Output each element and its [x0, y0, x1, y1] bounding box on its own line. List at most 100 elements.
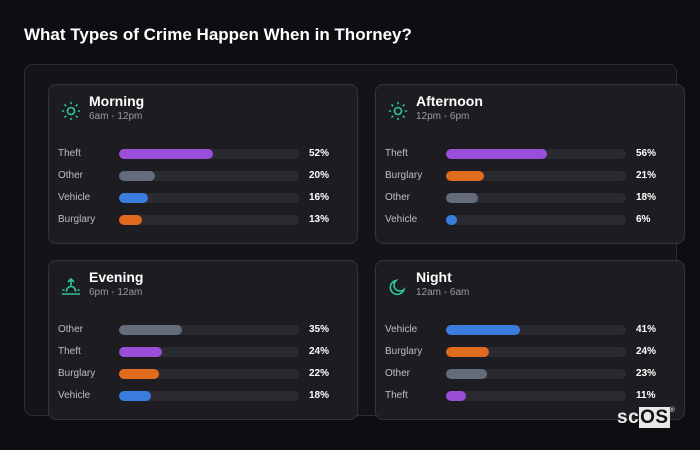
- bar-row: Burglary 22%: [49, 367, 357, 381]
- bar-row: Theft 24%: [49, 345, 357, 359]
- bar-track: [119, 391, 299, 401]
- bar-row: Other 23%: [376, 367, 684, 381]
- bar-track: [446, 149, 626, 159]
- bar-value: 11%: [636, 390, 656, 401]
- bar-value: 41%: [636, 324, 657, 335]
- bar-label: Vehicle: [58, 192, 91, 203]
- bar-track: [446, 391, 626, 401]
- sun-icon: [388, 101, 408, 121]
- bar-theft: [446, 149, 547, 159]
- bar-label: Vehicle: [58, 390, 91, 401]
- sun-icon: [61, 101, 81, 121]
- bar-value: 56%: [636, 148, 657, 159]
- bar-label: Burglary: [385, 346, 423, 357]
- bar-row: Other 35%: [49, 323, 357, 337]
- card-time-range: 12pm - 6pm: [416, 111, 470, 122]
- bar-other: [119, 325, 182, 335]
- logo-text-boxed: OS: [639, 407, 670, 428]
- bar-vehicle: [446, 325, 520, 335]
- bar-row: Burglary 13%: [49, 213, 357, 227]
- card-title: Night: [416, 269, 452, 285]
- bar-value: 23%: [636, 368, 657, 379]
- bar-vehicle: [119, 193, 148, 203]
- bar-row: Vehicle 41%: [376, 323, 684, 337]
- card-time-range: 6am - 12pm: [89, 111, 143, 122]
- bar-track: [119, 215, 299, 225]
- bar-value: 16%: [309, 192, 330, 203]
- bar-value: 52%: [309, 148, 330, 159]
- bar-burglary: [119, 369, 159, 379]
- bar-value: 24%: [636, 346, 657, 357]
- card-title: Morning: [89, 93, 145, 109]
- bar-label: Burglary: [385, 170, 423, 181]
- bar-row: Other 20%: [49, 169, 357, 183]
- card-night: Night 12am - 6am Vehicle 41% Burglary 24…: [375, 260, 685, 420]
- bar-other: [446, 193, 479, 203]
- card-afternoon: Afternoon 12pm - 6pm Theft 56% Burglary …: [375, 84, 685, 244]
- logo-text: sc: [617, 407, 640, 428]
- bar-value: 22%: [309, 368, 330, 379]
- bar-value: 35%: [309, 324, 330, 335]
- bar-track: [446, 215, 626, 225]
- bar-label: Other: [385, 192, 411, 203]
- bar-value: 21%: [636, 170, 657, 181]
- bar-burglary: [119, 215, 143, 225]
- bar-label: Theft: [58, 346, 81, 357]
- bar-track: [446, 171, 626, 181]
- bar-row: Vehicle 6%: [376, 213, 684, 227]
- bar-label: Theft: [58, 148, 81, 159]
- card-title: Afternoon: [416, 93, 483, 109]
- bar-vehicle: [119, 391, 152, 401]
- bar-other: [119, 171, 155, 181]
- bar-track: [446, 325, 626, 335]
- bar-burglary: [446, 347, 490, 357]
- bar-theft: [119, 149, 213, 159]
- bar-row: Theft 52%: [49, 147, 357, 161]
- bar-value: 6%: [636, 214, 651, 225]
- bar-burglary: [446, 171, 484, 181]
- bar-row: Burglary 21%: [376, 169, 684, 183]
- bar-label: Vehicle: [385, 214, 418, 225]
- bar-value: 20%: [309, 170, 330, 181]
- bar-row: Vehicle 18%: [49, 389, 357, 403]
- bar-track: [446, 369, 626, 379]
- card-time-range: 12am - 6am: [416, 287, 470, 298]
- bar-other: [446, 369, 488, 379]
- bar-track: [119, 325, 299, 335]
- bar-label: Burglary: [58, 214, 96, 225]
- bar-track: [119, 171, 299, 181]
- bar-label: Other: [58, 324, 84, 335]
- bar-row: Vehicle 16%: [49, 191, 357, 205]
- card-title: Evening: [89, 269, 144, 285]
- bar-value: 24%: [309, 346, 330, 357]
- bar-row: Theft 56%: [376, 147, 684, 161]
- bar-label: Vehicle: [385, 324, 418, 335]
- bar-track: [119, 347, 299, 357]
- bar-track: [119, 149, 299, 159]
- card-time-range: 6pm - 12am: [89, 287, 143, 298]
- bar-theft: [446, 391, 466, 401]
- bar-label: Theft: [385, 148, 408, 159]
- bar-label: Other: [385, 368, 411, 379]
- moon-icon: [388, 277, 408, 297]
- card-evening: Evening 6pm - 12am Other 35% Theft 24% B…: [48, 260, 358, 420]
- bar-label: Other: [58, 170, 84, 181]
- bar-row: Other 18%: [376, 191, 684, 205]
- bar-value: 18%: [636, 192, 657, 203]
- scos-logo: scOS®: [617, 407, 675, 429]
- bar-track: [119, 369, 299, 379]
- bar-theft: [119, 347, 163, 357]
- card-morning: Morning 6am - 12pm Theft 52% Other 20% V…: [48, 84, 358, 244]
- bar-track: [446, 347, 626, 357]
- bar-label: Theft: [385, 390, 408, 401]
- logo-registered: ®: [669, 407, 676, 414]
- bar-track: [446, 193, 626, 203]
- bar-value: 13%: [309, 214, 330, 225]
- bar-track: [119, 193, 299, 203]
- bar-label: Burglary: [58, 368, 96, 379]
- page-title: What Types of Crime Happen When in Thorn…: [24, 25, 412, 44]
- bar-vehicle: [446, 215, 457, 225]
- bar-row: Theft 11%: [376, 389, 684, 403]
- bar-value: 18%: [309, 390, 330, 401]
- bar-row: Burglary 24%: [376, 345, 684, 359]
